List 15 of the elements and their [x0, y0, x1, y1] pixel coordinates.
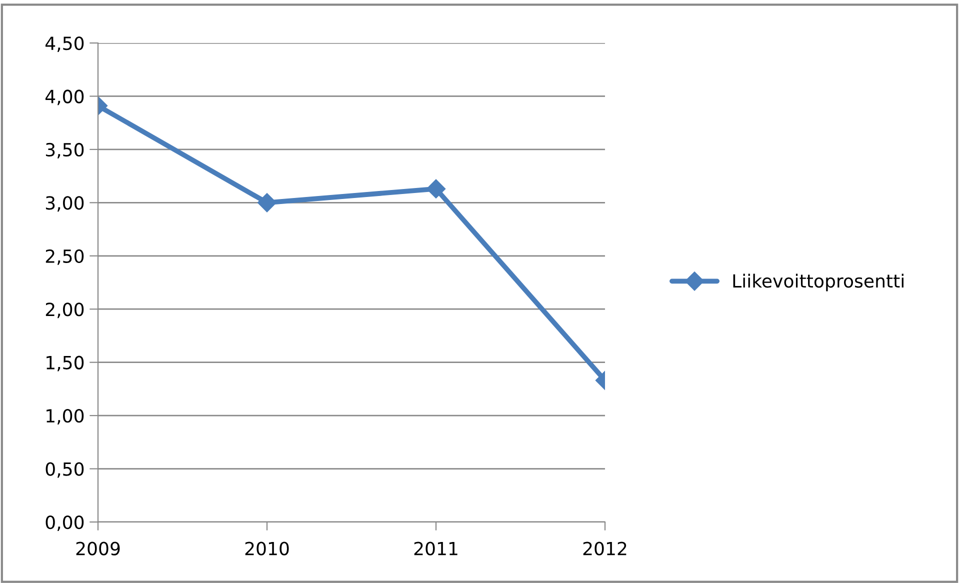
y-tick-label: 2,50 — [46, 249, 84, 265]
y-tick-label: 0,50 — [46, 462, 84, 478]
y-tick-label: 2,00 — [46, 302, 84, 318]
y-tick-label: 3,50 — [46, 142, 84, 158]
x-tick-label: 2009 — [76, 542, 120, 556]
y-tick-label: 1,50 — [46, 356, 84, 372]
legend-label: Liikevoittoprosentti — [733, 274, 904, 292]
y-tick-label: 3,00 — [46, 196, 84, 212]
y-tick-label: 4,50 — [45, 36, 84, 52]
x-tick-label: 2012 — [583, 542, 626, 556]
x-tick-label: 2010 — [245, 542, 289, 556]
y-tick-label: 4,00 — [45, 90, 84, 106]
y-tick-label: 0,00 — [46, 515, 84, 531]
x-tick-label: 2011 — [414, 542, 458, 556]
y-tick-label: 1,00 — [46, 409, 84, 425]
